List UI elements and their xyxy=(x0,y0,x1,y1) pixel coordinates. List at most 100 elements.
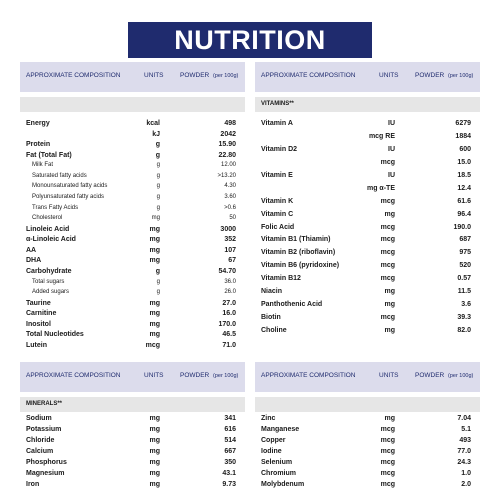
amount: 0.57 xyxy=(457,275,471,283)
unit: mcg xyxy=(380,448,395,455)
unit: mg xyxy=(149,426,161,433)
unit: g xyxy=(156,204,160,211)
title: NUTRITION FACTS xyxy=(174,25,326,91)
amount: 1.0 xyxy=(461,470,471,477)
unit: g xyxy=(156,162,160,169)
unit: IU xyxy=(388,171,395,179)
nutrient-name: DHA xyxy=(26,257,42,265)
unit: mg xyxy=(149,448,161,455)
unit: mcg xyxy=(380,470,395,477)
unit: mcg xyxy=(380,481,395,488)
nutrient-name: Calcium xyxy=(26,448,54,455)
amount: 50 xyxy=(229,215,236,222)
nutrient-name: Protein xyxy=(26,141,51,149)
unit: mcg RE xyxy=(368,132,395,140)
nutrient-name: Vitamin C xyxy=(261,210,294,218)
amount: 170.0 xyxy=(218,320,236,328)
nutrient-name: Molybdenum xyxy=(261,481,305,488)
unit: g xyxy=(156,183,160,190)
amount: 350 xyxy=(224,459,236,466)
amount: 11.5 xyxy=(457,288,471,296)
amount: 667 xyxy=(224,448,236,455)
section-label: MINERALS** xyxy=(26,401,63,407)
amount: 15.0 xyxy=(457,158,471,166)
nutrient-name: Manganese xyxy=(261,426,300,433)
nutrient-name: Vitamin E xyxy=(261,171,293,179)
amount: 12.00 xyxy=(220,162,236,169)
unit: mg α-TE xyxy=(366,184,395,192)
unit: mcg xyxy=(380,275,395,283)
nutrient-name: Phosphorus xyxy=(26,459,67,466)
nutrient-name: Linoleic Acid xyxy=(26,225,70,233)
column-header: POWDER xyxy=(180,372,210,379)
amount: 39.3 xyxy=(457,314,471,322)
unit: kcal xyxy=(146,120,160,127)
amount: 3.6 xyxy=(461,301,471,309)
amount: 975 xyxy=(459,249,471,257)
nutrient-name: Inositol xyxy=(26,320,51,328)
unit: mcg xyxy=(145,341,160,349)
nutrient-name: Saturated fatty acids xyxy=(32,172,87,179)
amount: 15.90 xyxy=(218,141,236,149)
amount: 2042 xyxy=(220,130,236,138)
unit: mg xyxy=(149,299,161,307)
unit: mcg xyxy=(380,262,395,270)
unit: mg xyxy=(149,236,161,244)
nutrient-name: Added sugars xyxy=(32,289,70,296)
column-header: APPROXIMATE COMPOSITION xyxy=(261,372,356,379)
unit: mg xyxy=(149,257,161,265)
nutrient-name: Iodine xyxy=(261,448,282,455)
nutrient-name: Energy xyxy=(26,120,50,127)
amount: >13.20 xyxy=(217,172,236,179)
unit: kJ xyxy=(152,130,160,138)
nutrient-name: Magnesium xyxy=(26,470,65,477)
amount: 96.4 xyxy=(457,210,471,218)
nutrient-name: Chromium xyxy=(261,470,296,477)
nutrient-name: Cholesterol xyxy=(32,215,63,222)
column-header: (per 100g) xyxy=(448,72,474,79)
nutrient-name: Polyunsaturated fatty acids xyxy=(32,193,105,200)
unit: mg xyxy=(384,210,396,218)
nutrient-name: Selenium xyxy=(261,459,293,466)
amount: 616 xyxy=(224,426,236,433)
nutrient-name: Vitamin D2 xyxy=(261,145,298,153)
unit: mg xyxy=(384,301,396,309)
amount: 190.0 xyxy=(453,223,471,231)
unit: mg xyxy=(149,310,161,318)
unit: mcg xyxy=(380,437,395,444)
unit: mcg xyxy=(380,249,395,257)
unit: mg xyxy=(384,288,396,296)
nutrient-name: Folic Acid xyxy=(261,223,295,231)
nutrient-name: AA xyxy=(26,246,37,254)
column-header: UNITS xyxy=(144,372,164,379)
section-band xyxy=(20,397,245,412)
unit: mcg xyxy=(380,314,395,322)
amount: 7.04 xyxy=(457,415,471,422)
amount: 352 xyxy=(224,236,236,244)
amount: 67 xyxy=(228,257,236,265)
nutrient-name: Total Nucleotides xyxy=(26,331,84,339)
column-header: POWDER xyxy=(415,372,445,379)
nutrient-name: Taurine xyxy=(26,299,51,307)
nutrient-name: Biotin xyxy=(261,314,281,322)
amount: 687 xyxy=(459,236,471,244)
unit: mg xyxy=(149,437,161,444)
column-header: (per 100g) xyxy=(213,372,239,379)
column-header: UNITS xyxy=(379,72,399,79)
unit: IU xyxy=(388,145,395,153)
amount: 9.73 xyxy=(222,481,236,488)
section-band xyxy=(255,97,480,112)
column-header: POWDER xyxy=(180,72,210,79)
column-header: UNITS xyxy=(144,72,164,79)
unit: mcg xyxy=(380,426,395,433)
header-row xyxy=(20,362,245,392)
nutrient-name: Iron xyxy=(26,481,40,488)
nutrient-name: Carnitine xyxy=(26,310,57,318)
unit: mg xyxy=(149,415,161,422)
nutrient-name: Lutein xyxy=(26,341,47,349)
nutrient-name: Chloride xyxy=(26,437,55,444)
nutrient-name: Vitamin B1 (Thiamin) xyxy=(261,236,331,244)
amount: 18.5 xyxy=(457,171,471,179)
column-header: APPROXIMATE COMPOSITION xyxy=(26,72,121,79)
